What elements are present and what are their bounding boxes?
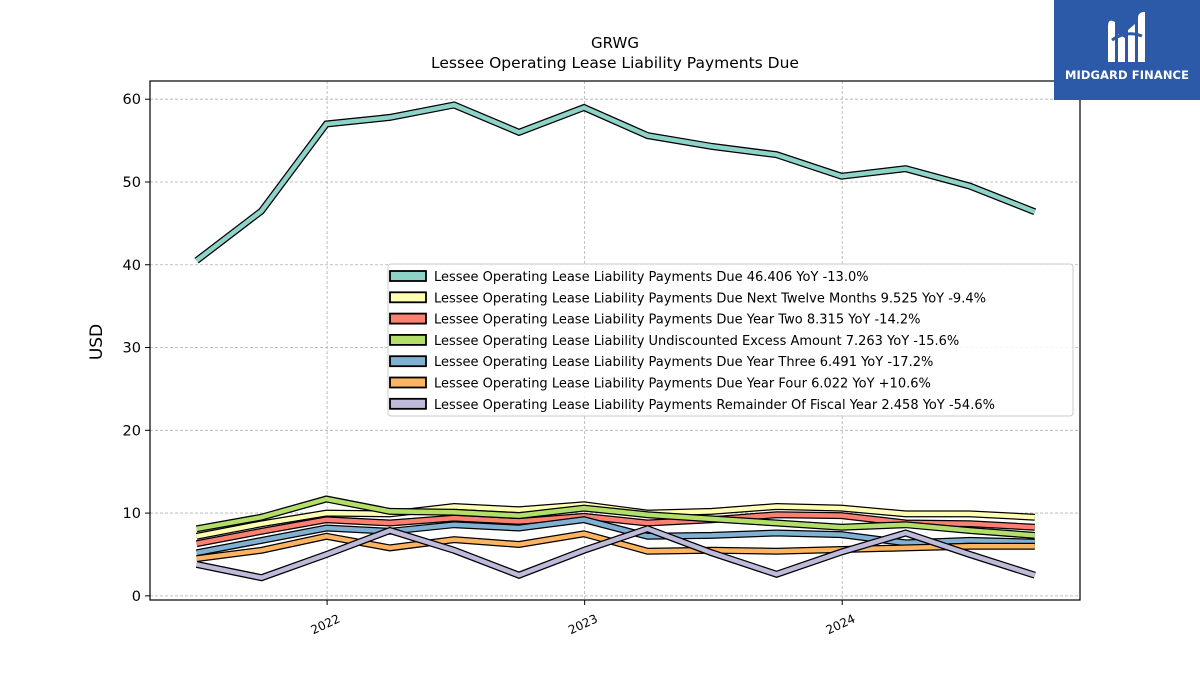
legend-label: Lessee Operating Lease Liability Undisco… — [434, 334, 959, 349]
legend: Lessee Operating Lease Liability Payment… — [387, 263, 1074, 417]
y-tick-label: 50 — [123, 175, 141, 191]
y-axis-label: USD — [87, 324, 107, 360]
x-tick-label: 2024 — [824, 612, 858, 638]
y-tick-label: 10 — [123, 506, 141, 522]
series-line — [195, 102, 1036, 263]
chart-title: GRWG — [591, 34, 639, 52]
y-tick-label: 40 — [123, 258, 141, 274]
x-tick-label: 2023 — [566, 612, 600, 638]
series-lines — [194, 101, 1037, 582]
legend-label: Lessee Operating Lease Liability Payment… — [434, 377, 931, 392]
plot-frame — [149, 80, 1081, 601]
chart-subtitle: Lessee Operating Lease Liability Payment… — [431, 54, 799, 72]
y-tick-label: 0 — [132, 589, 141, 605]
legend-label: Lessee Operating Lease Liability Payment… — [434, 313, 920, 328]
legend-swatch — [389, 397, 427, 410]
legend-swatch — [389, 312, 427, 325]
legend-label: Lessee Operating Lease Liability Payment… — [434, 291, 986, 306]
midgard-finance-logo: MIDGARD FINANCE — [1054, 0, 1200, 100]
legend-label: Lessee Operating Lease Liability Payment… — [434, 398, 995, 413]
legend-box — [387, 263, 1074, 417]
series-line — [196, 496, 1035, 538]
legend-label: Lessee Operating Lease Liability Payment… — [434, 270, 869, 285]
legend-swatch — [389, 270, 427, 282]
y-tick-label: 20 — [123, 423, 141, 439]
legend-swatch — [389, 291, 427, 304]
y-tick-label: 60 — [123, 92, 141, 108]
logo-mark-icon — [1108, 12, 1145, 63]
y-tick-label: 30 — [123, 341, 141, 357]
legend-swatch — [389, 333, 427, 346]
legend-swatch — [389, 376, 427, 389]
series-line — [196, 526, 1036, 581]
legend-label: Lessee Operating Lease Liability Payment… — [434, 355, 933, 370]
series-line — [196, 517, 1035, 556]
legend-swatch — [389, 355, 427, 368]
x-tick-label: 2022 — [309, 612, 343, 638]
logo-text: MIDGARD FINANCE — [1064, 68, 1190, 82]
